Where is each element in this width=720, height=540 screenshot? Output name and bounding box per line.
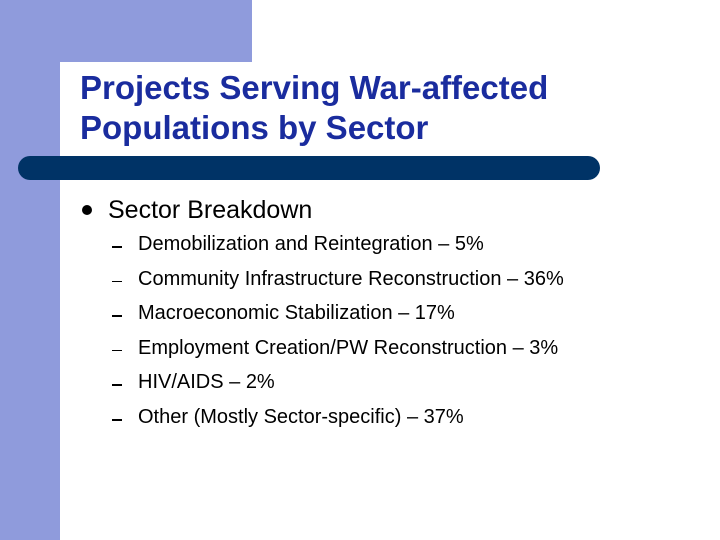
main-bullet-text: Sector Breakdown bbox=[108, 196, 313, 224]
list-item-text: Employment Creation/PW Reconstruction – … bbox=[138, 336, 559, 359]
dash-bullet-icon bbox=[112, 384, 122, 386]
list-item-text: Other (Mostly Sector-specific) – 37% bbox=[138, 405, 464, 428]
title-divider-bar bbox=[18, 156, 600, 180]
slide-title-line-2: Populations by Sector bbox=[80, 109, 429, 146]
list-item-text: Community Infrastructure Reconstruction … bbox=[138, 267, 564, 290]
dash-bullet-icon bbox=[112, 315, 122, 317]
dash-bullet-icon bbox=[112, 280, 122, 283]
slide-title-line-1: Projects Serving War-affected bbox=[80, 69, 549, 106]
dash-bullet-icon bbox=[112, 349, 122, 352]
decorative-side-band bbox=[0, 0, 60, 540]
dash-bullet-icon bbox=[112, 246, 122, 248]
bullet-dot-icon bbox=[82, 205, 92, 215]
list-item-text: Macroeconomic Stabilization – 17% bbox=[138, 302, 455, 325]
slide-title: Projects Serving War-affected Population… bbox=[80, 68, 680, 148]
decorative-top-block bbox=[0, 0, 252, 62]
dash-bullet-icon bbox=[112, 418, 122, 421]
list-item-text: Demobilization and Reintegration – 5% bbox=[138, 233, 484, 255]
list-item-text: HIV/AIDS – 2% bbox=[138, 371, 275, 394]
